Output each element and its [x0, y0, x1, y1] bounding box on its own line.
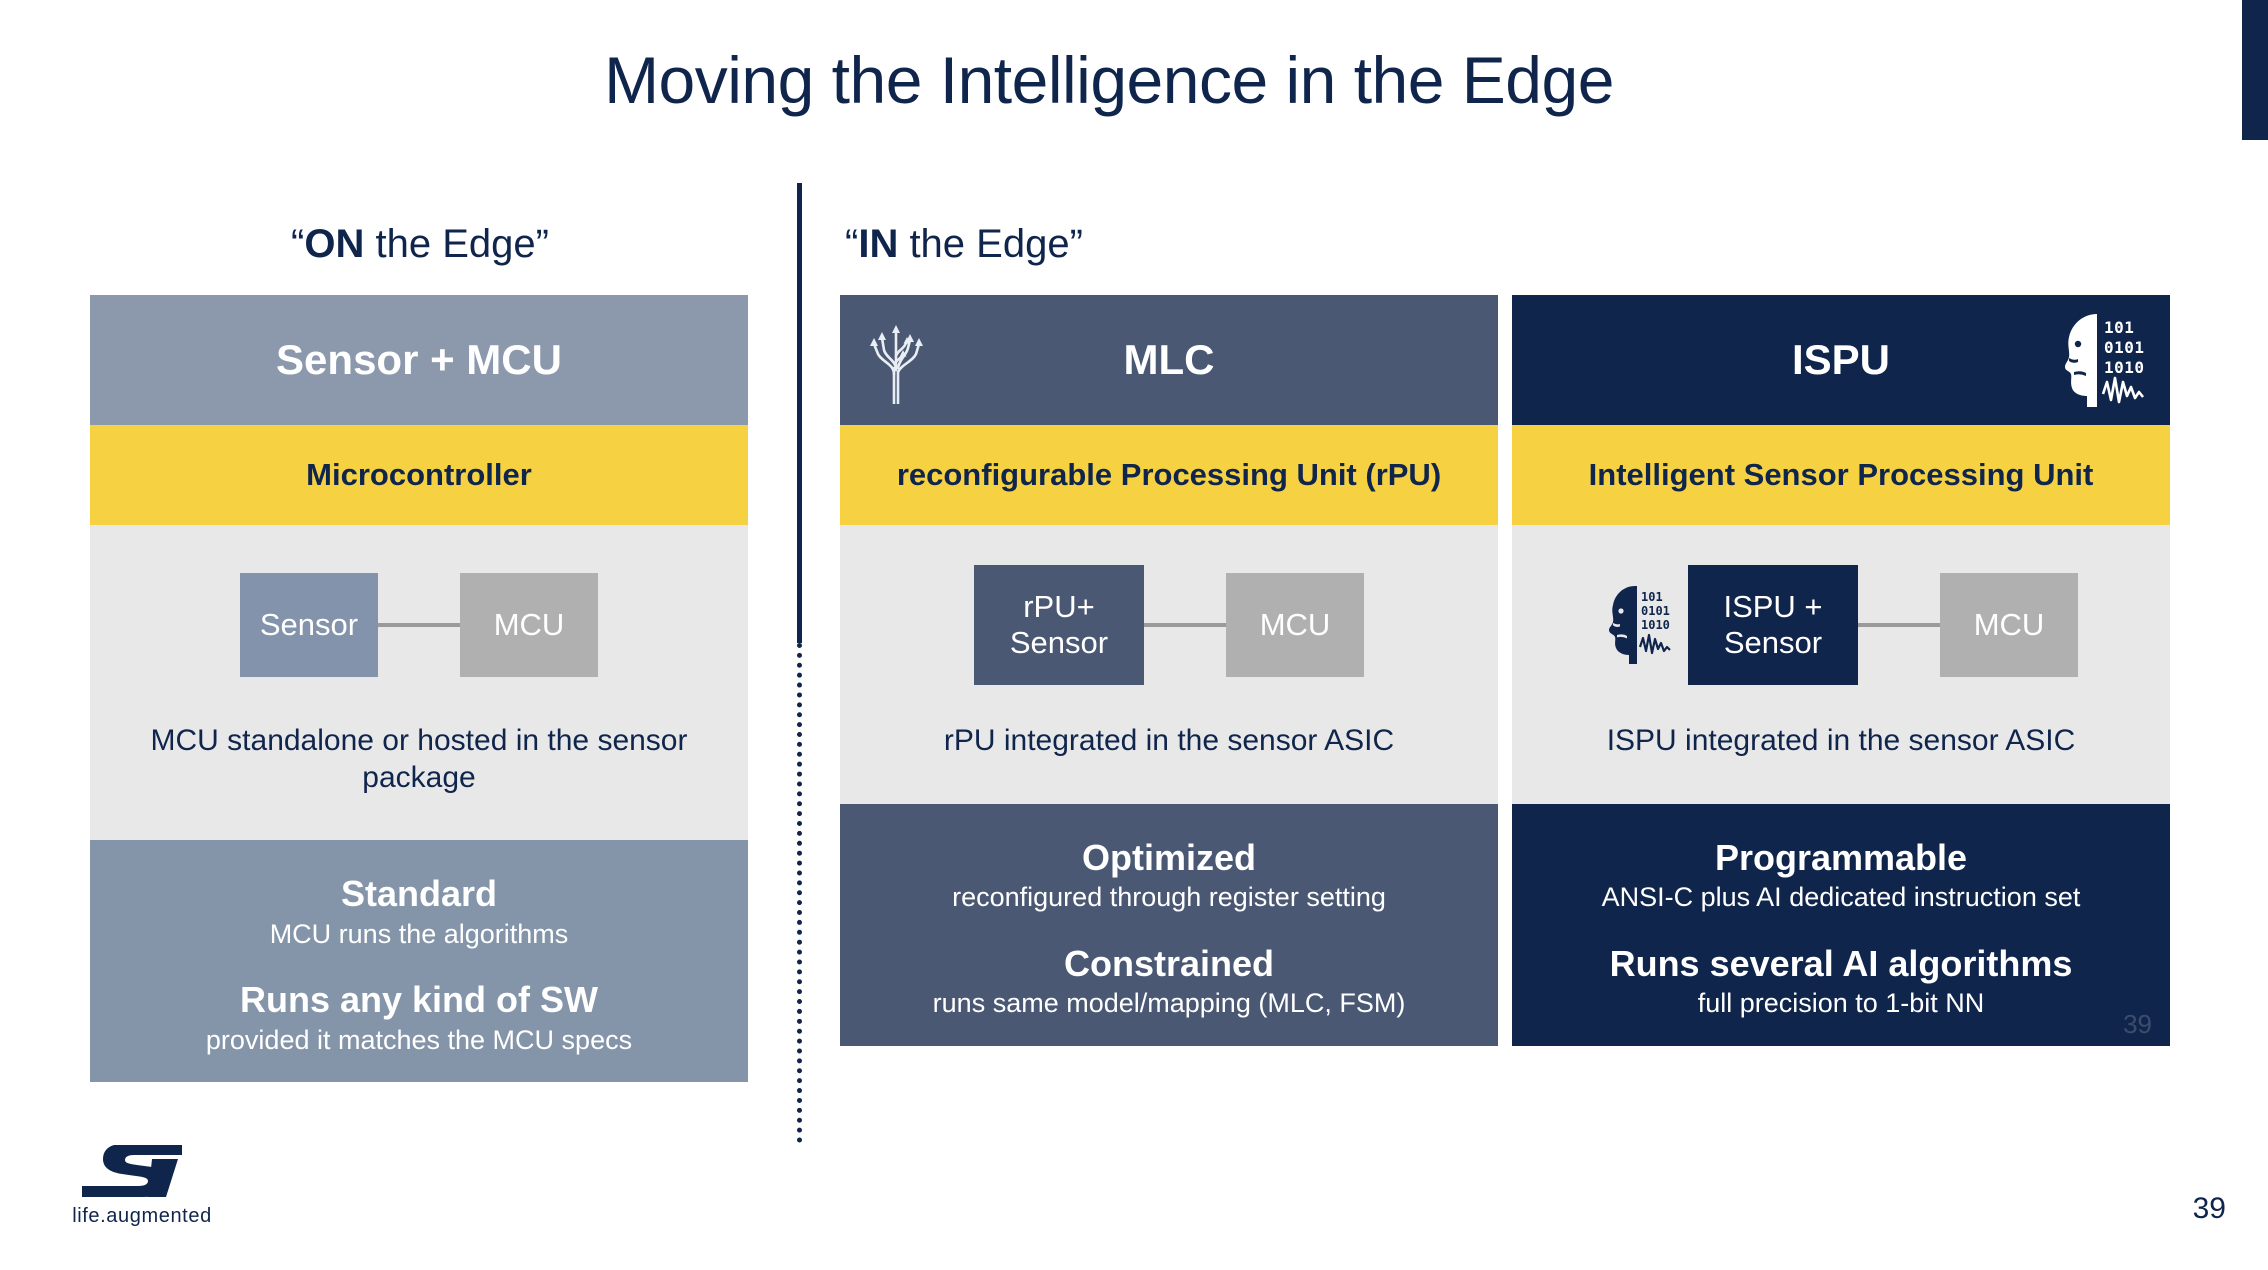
top-right-accent-bar	[2242, 0, 2268, 140]
svg-text:101: 101	[2104, 318, 2134, 337]
diagram-box-mcu-label: MCU	[1973, 607, 2045, 643]
caption-in-quote-open: “	[845, 222, 859, 266]
caption-on-quote-open: “	[291, 222, 305, 266]
card-header-label: ISPU	[1791, 336, 1891, 383]
caption-on-the-edge: “ON the Edge”	[90, 222, 750, 267]
head-binary-icon: 101 0101 1010	[2056, 310, 2148, 410]
card-footer-ispu: Programmable ANSI-C plus AI dedicated in…	[1512, 803, 2170, 1046]
footer-spacer	[1530, 914, 2152, 944]
footer-subtext-1: reconfigured through register setting	[952, 882, 1386, 913]
footer-headline-2: Runs any kind of SW	[239, 979, 598, 1021]
footer-page-number: 39	[2123, 1008, 2152, 1039]
footer-headline-2: Runs several AI algorithms	[1609, 942, 2073, 984]
card-sensor-mcu: Sensor + MCU Microcontroller Sensor MCU …	[90, 295, 748, 1083]
diagram-box-rpu-line2: Sensor	[1009, 625, 1109, 660]
footer-subtext-2: runs same model/mapping (MLC, FSM)	[932, 988, 1406, 1019]
card-header-mlc: MLC	[840, 295, 1498, 425]
diagram-box-rpu-line1: rPU+	[1023, 589, 1095, 625]
footer-subtext-1: MCU runs the algorithms	[269, 918, 569, 949]
footer-headline-1: Standard	[340, 873, 498, 915]
st-logo-tagline: life.augmented	[72, 1205, 212, 1227]
card-header-label: MLC	[1123, 336, 1215, 383]
footer-headline-1: Programmable	[1714, 836, 1968, 878]
diagram-box-mcu: MCU	[1940, 573, 2078, 677]
card-subtitle-label: reconfigurable Processing Unit (rPU)	[896, 457, 1442, 493]
card-ispu: ISPU 101 0101 1010 Intelligent Sensor Pr…	[1512, 295, 2170, 1046]
diagram-box-ispu-line2: Sensor	[1723, 625, 1823, 660]
slide-page-number: 39	[2192, 1192, 2226, 1225]
page-title: Moving the Intelligence in the Edge	[604, 43, 1614, 117]
column-divider-solid	[797, 183, 802, 643]
caption-on-rest: the Edge”	[364, 222, 549, 266]
diagram-sensor-mcu: Sensor MCU	[90, 565, 748, 685]
diagram-box-mcu: MCU	[1226, 573, 1364, 677]
diagram-box-ispu-sensor: ISPU + Sensor	[1688, 565, 1858, 685]
diagram-connector	[378, 623, 460, 627]
diagram-box-rpu-sensor-label: rPU+ Sensor	[1010, 589, 1108, 660]
diagram-box-sensor-label: Sensor	[259, 607, 359, 643]
diagram-box-ispu-line1: ISPU +	[1723, 589, 1823, 625]
diagram-box-sensor: Sensor	[240, 573, 378, 677]
diagram-box-mcu-label: MCU	[1259, 607, 1331, 643]
svg-text:1010: 1010	[2104, 358, 2145, 377]
caption-in-rest: the Edge”	[898, 222, 1083, 266]
st-logo: life.augmented	[68, 1139, 240, 1228]
caption-in-strong: IN	[858, 222, 899, 266]
card-body-sensor-mcu: Sensor MCU MCU standalone or hosted in t…	[90, 525, 748, 841]
diagram-connector	[1858, 623, 1940, 627]
footer-subtext-1: ANSI-C plus AI dedicated instruction set	[1601, 882, 2081, 913]
diagram-box-ispu-sensor-label: ISPU + Sensor	[1723, 589, 1822, 660]
diagram-note-ispu: ISPU integrated in the sensor ASIC	[1606, 724, 2076, 757]
card-footer-sensor-mcu: Standard MCU runs the algorithms Runs an…	[90, 840, 748, 1083]
diagram-note-sensor-mcu: MCU standalone or hosted in the sensor p…	[150, 724, 688, 794]
caption-on-strong: ON	[304, 222, 365, 266]
column-divider-dotted	[797, 643, 802, 1143]
svg-text:101: 101	[1641, 590, 1663, 604]
card-subtitle-microcontroller: Microcontroller	[90, 425, 748, 525]
svg-text:1010: 1010	[1641, 618, 1670, 632]
diagram-box-mcu: MCU	[460, 573, 598, 677]
svg-text:0101: 0101	[2104, 338, 2145, 357]
diagram-rpu-mcu: rPU+ Sensor MCU	[840, 565, 1498, 685]
card-subtitle-label: Microcontroller	[306, 457, 532, 493]
card-header-sensor-mcu: Sensor + MCU	[90, 295, 748, 425]
footer-subtext-2: provided it matches the MCU specs	[205, 1024, 633, 1055]
card-footer-mlc: Optimized reconfigured through register …	[840, 803, 1498, 1046]
diagram-box-rpu-sensor: rPU+ Sensor	[974, 565, 1144, 685]
neural-tree-icon	[862, 316, 930, 406]
card-subtitle-label: Intelligent Sensor Processing Unit	[1588, 457, 2094, 493]
card-body-mlc: rPU+ Sensor MCU rPU integrated in the se…	[840, 525, 1498, 804]
footer-headline-2: Constrained	[1063, 942, 1275, 984]
card-subtitle-rpu: reconfigurable Processing Unit (rPU)	[840, 425, 1498, 525]
card-body-ispu: 101 0101 1010 ISPU + Sensor MCU ISPU int…	[1512, 525, 2170, 804]
card-subtitle-ispu: Intelligent Sensor Processing Unit	[1512, 425, 2170, 525]
caption-in-the-edge: “IN the Edge”	[845, 222, 1083, 267]
diagram-box-mcu-label: MCU	[493, 607, 565, 643]
card-header-label: Sensor + MCU	[276, 336, 562, 383]
svg-text:0101: 0101	[1641, 604, 1670, 618]
diagram-ispu-mcu: 101 0101 1010 ISPU + Sensor MCU	[1512, 565, 2170, 685]
footer-spacer	[858, 914, 1480, 944]
card-mlc: MLC reconfigurable Processing Unit (rPU)…	[840, 295, 1498, 1046]
diagram-connector	[1144, 623, 1226, 627]
footer-subtext-2: full precision to 1-bit NN	[1697, 988, 1985, 1019]
card-header-ispu: ISPU 101 0101 1010	[1512, 295, 2170, 425]
footer-spacer	[108, 950, 730, 980]
footer-headline-1: Optimized	[1081, 836, 1256, 878]
st-logo-mark	[82, 1145, 182, 1197]
head-binary-icon-small: 101 0101 1010	[1604, 583, 1682, 667]
diagram-note-mlc: rPU integrated in the sensor ASIC	[943, 724, 1395, 757]
